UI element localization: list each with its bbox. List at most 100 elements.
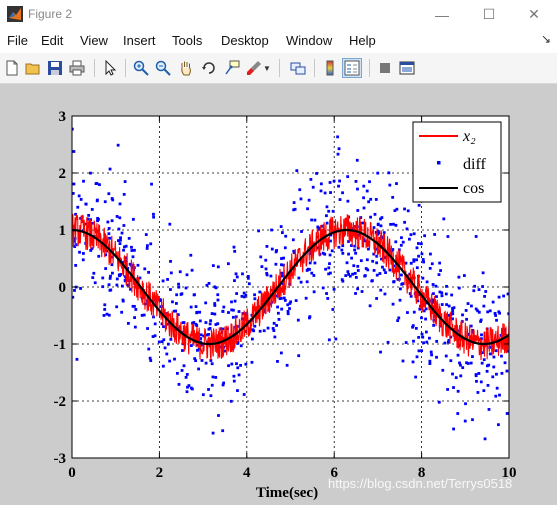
- diff-point: [279, 296, 283, 300]
- diff-point: [449, 359, 453, 363]
- zoom-out-button[interactable]: [153, 58, 173, 78]
- maximize-button[interactable]: ☐: [466, 0, 512, 29]
- hide-plot-tools-button[interactable]: [375, 58, 395, 78]
- diff-point: [75, 357, 79, 361]
- diff-point: [446, 340, 450, 344]
- diff-point: [383, 292, 387, 296]
- diff-point: [347, 252, 350, 256]
- diff-point: [149, 242, 153, 246]
- menu-help[interactable]: Help: [349, 33, 376, 48]
- zoom-in-button[interactable]: [131, 58, 151, 78]
- diff-point: [219, 345, 222, 349]
- close-button[interactable]: ✕: [511, 0, 557, 29]
- legend-button[interactable]: [342, 58, 362, 78]
- diff-point: [445, 303, 449, 307]
- diff-point: [312, 290, 316, 294]
- diff-point: [486, 310, 490, 314]
- colorbar-button[interactable]: [320, 58, 340, 78]
- diff-point: [354, 180, 358, 183]
- menu-desktop[interactable]: Desktop: [221, 33, 269, 48]
- menu-overflow-icon[interactable]: ↘: [540, 32, 551, 46]
- diff-point: [465, 317, 468, 321]
- diff-point: [459, 374, 463, 378]
- diff-point: [379, 224, 383, 228]
- diff-point: [321, 251, 325, 255]
- diff-point: [299, 197, 303, 201]
- diff-point: [138, 276, 142, 280]
- diff-point: [368, 304, 372, 308]
- toolbar-separator: [369, 59, 370, 77]
- diff-point: [414, 326, 418, 330]
- legend[interactable]: x₂ diff cos: [412, 121, 502, 203]
- print-button[interactable]: [67, 58, 87, 78]
- figure-toolbar: ▼: [0, 53, 557, 84]
- diff-point: [479, 318, 483, 322]
- pointer-button[interactable]: [100, 58, 120, 78]
- save-button[interactable]: [45, 58, 65, 78]
- x-tick-label: 0: [68, 465, 76, 481]
- rotate-button[interactable]: [199, 58, 219, 78]
- diff-point: [454, 376, 458, 380]
- diff-point: [123, 245, 126, 249]
- brush-button[interactable]: [244, 58, 264, 78]
- diff-point: [459, 337, 463, 341]
- diff-point: [147, 270, 151, 274]
- diff-point: [375, 297, 379, 300]
- diff-point: [72, 295, 75, 299]
- diff-point: [412, 259, 416, 263]
- diff-point: [111, 271, 114, 275]
- diff-point: [90, 208, 94, 211]
- diff-point: [199, 343, 203, 346]
- diff-point: [101, 285, 105, 289]
- close-icon: ✕: [528, 6, 540, 22]
- diff-point: [265, 273, 269, 277]
- diff-point: [280, 274, 284, 278]
- open-file-button[interactable]: [23, 58, 43, 78]
- diff-point: [415, 355, 419, 359]
- toolbar-separator: [279, 59, 280, 77]
- diff-point: [487, 408, 491, 411]
- diff-point: [378, 272, 382, 275]
- menu-tools[interactable]: Tools: [172, 33, 203, 48]
- diff-point: [394, 223, 398, 227]
- diff-point: [421, 258, 425, 261]
- new-figure-button[interactable]: [2, 58, 22, 78]
- pointer-icon: [105, 60, 117, 76]
- diff-point: [130, 245, 133, 249]
- diff-point: [184, 375, 188, 379]
- diff-point: [81, 252, 85, 255]
- diff-point: [464, 309, 468, 312]
- diff-point: [323, 191, 327, 195]
- diff-point: [133, 325, 137, 329]
- diff-point: [461, 313, 464, 317]
- menu-window[interactable]: Window: [286, 33, 333, 48]
- diff-point: [361, 221, 365, 225]
- diff-point: [127, 236, 131, 240]
- diff-point: [293, 207, 297, 211]
- diff-point: [363, 274, 367, 277]
- diff-point: [362, 206, 366, 210]
- diff-point: [428, 362, 432, 365]
- minimize-button[interactable]: —: [419, 0, 465, 29]
- diff-point: [327, 338, 331, 342]
- show-plot-tools-button[interactable]: [397, 58, 417, 78]
- menu-edit[interactable]: Edit: [41, 33, 64, 48]
- menu-insert[interactable]: Insert: [123, 33, 156, 48]
- diff-point: [76, 205, 80, 209]
- diff-point: [259, 255, 263, 259]
- y-tick-label: 0: [59, 280, 67, 296]
- data-cursor-button[interactable]: [222, 58, 242, 78]
- menu-file[interactable]: File: [7, 33, 28, 48]
- diff-point: [469, 361, 473, 365]
- pan-button[interactable]: [176, 58, 196, 78]
- legend-box: [412, 121, 502, 203]
- diff-point: [185, 273, 189, 277]
- diff-point: [331, 209, 335, 213]
- diff-point: [222, 381, 226, 385]
- brush-dropdown-button[interactable]: ▼: [262, 58, 272, 78]
- diff-point: [380, 257, 383, 261]
- link-plot-button[interactable]: [288, 58, 308, 78]
- diff-point: [73, 245, 77, 248]
- menu-view[interactable]: View: [80, 33, 108, 48]
- diff-point: [353, 248, 357, 252]
